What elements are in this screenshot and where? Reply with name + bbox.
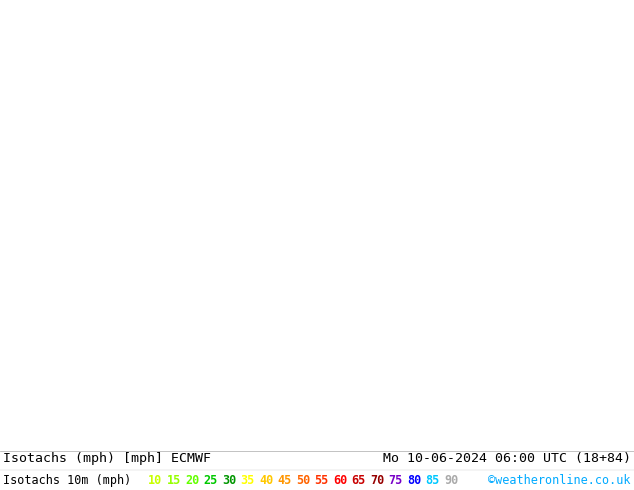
Text: 30: 30: [222, 473, 236, 487]
Text: 85: 85: [425, 473, 440, 487]
Text: 50: 50: [296, 473, 310, 487]
Text: 75: 75: [389, 473, 403, 487]
Text: Mo 10-06-2024 06:00 UTC (18+84): Mo 10-06-2024 06:00 UTC (18+84): [383, 452, 631, 466]
Text: Isotachs (mph) [mph] ECMWF: Isotachs (mph) [mph] ECMWF: [3, 452, 211, 466]
Text: ©weatheronline.co.uk: ©weatheronline.co.uk: [489, 473, 631, 487]
Text: 55: 55: [314, 473, 329, 487]
Text: 80: 80: [407, 473, 421, 487]
Text: 70: 70: [370, 473, 384, 487]
Text: 10: 10: [148, 473, 162, 487]
Text: 90: 90: [444, 473, 458, 487]
Text: 15: 15: [167, 473, 181, 487]
Text: 40: 40: [259, 473, 273, 487]
Text: 60: 60: [333, 473, 347, 487]
Text: 35: 35: [240, 473, 255, 487]
Text: 65: 65: [351, 473, 366, 487]
Text: 20: 20: [185, 473, 199, 487]
Text: 45: 45: [278, 473, 292, 487]
Text: Isotachs 10m (mph): Isotachs 10m (mph): [3, 473, 131, 487]
Text: 25: 25: [204, 473, 217, 487]
